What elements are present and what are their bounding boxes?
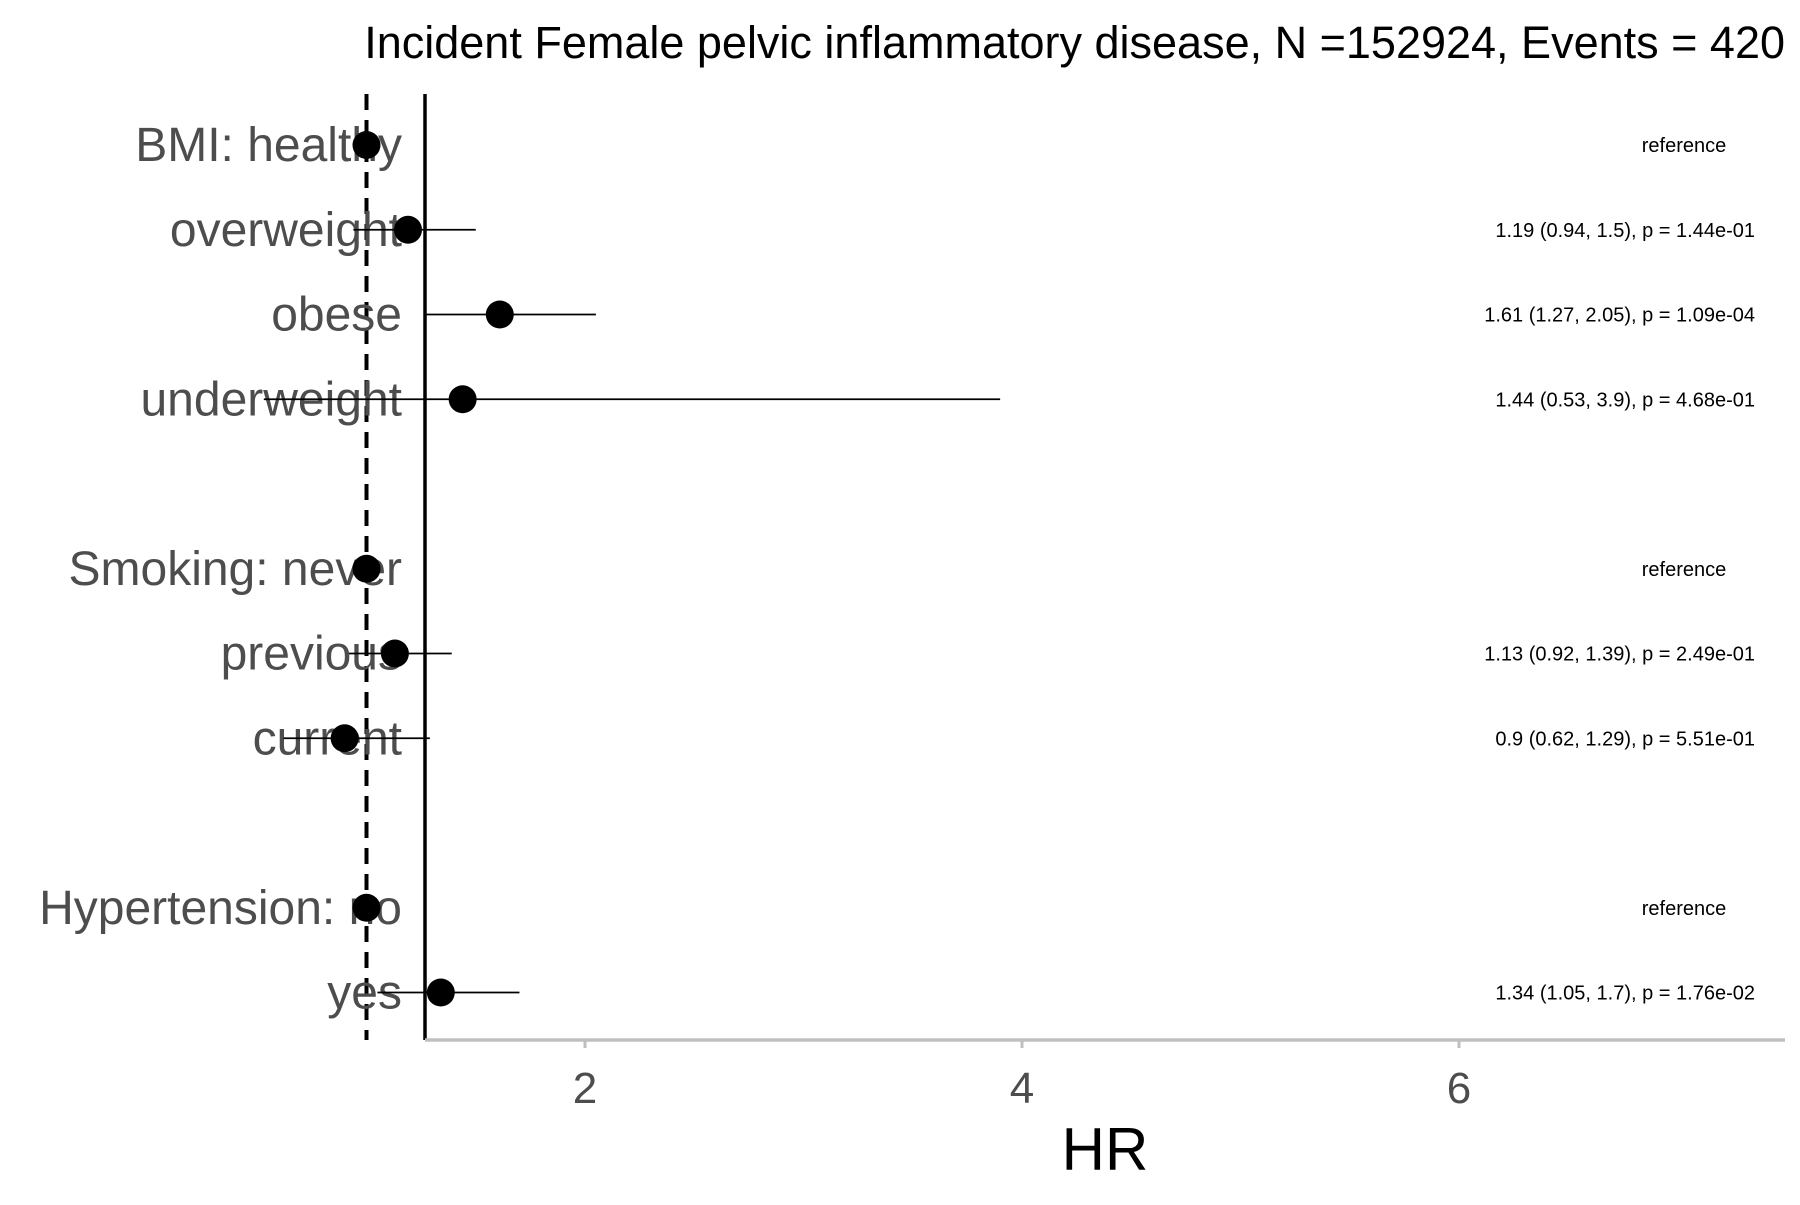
forest-row: Smoking: never reference <box>69 543 1727 596</box>
hr-point <box>352 554 381 583</box>
row-annotation: 1.13 (0.92, 1.39), p = 2.49e-01 <box>1484 644 1755 666</box>
forest-row: current 0.9 (0.62, 1.29), p = 5.51e-01 <box>253 712 1755 765</box>
x-tick-label: 6 <box>1447 1064 1471 1113</box>
chart-title: Incident Female pelvic inflammatory dise… <box>364 17 1785 68</box>
row-label: Hypertension: no <box>39 882 402 935</box>
forest-row: yes 1.34 (1.05, 1.7), p = 1.76e-02 <box>327 967 1755 1020</box>
forest-row: overweight 1.19 (0.94, 1.5), p = 1.44e-01 <box>170 204 1755 257</box>
hr-point <box>330 724 359 753</box>
axis-layer: 2 4 6 <box>423 94 1785 1113</box>
rows-layer: BMI: healthy reference overweight 1.19 (0.9… <box>39 119 1755 1020</box>
row-annotation: reference <box>1642 559 1727 581</box>
x-tick-label: 2 <box>573 1064 597 1113</box>
forest-row: previous 1.13 (0.92, 1.39), p = 2.49e-01 <box>221 628 1755 681</box>
hr-point <box>485 300 514 329</box>
forest-row: underweight 1.44 (0.53, 3.9), p = 4.68e-0… <box>140 373 1755 426</box>
hr-point <box>426 978 455 1007</box>
hr-point <box>380 639 409 668</box>
forest-row: Hypertension: no reference <box>39 882 1726 935</box>
row-annotation: 1.34 (1.05, 1.7), p = 1.76e-02 <box>1495 983 1755 1005</box>
row-annotation: 1.61 (1.27, 2.05), p = 1.09e-04 <box>1484 305 1755 327</box>
row-label: obese <box>271 289 402 342</box>
row-annotation: reference <box>1642 898 1727 920</box>
row-annotation: 1.19 (0.94, 1.5), p = 1.44e-01 <box>1495 220 1755 242</box>
x-axis-title: HR <box>1062 1116 1149 1183</box>
row-annotation: 1.44 (0.53, 3.9), p = 4.68e-01 <box>1495 389 1755 411</box>
hr-point <box>448 385 477 414</box>
x-tick-label: 4 <box>1010 1064 1034 1113</box>
hr-point <box>394 215 423 244</box>
hr-point <box>352 893 381 922</box>
row-annotation: 0.9 (0.62, 1.29), p = 5.51e-01 <box>1495 728 1755 750</box>
hr-point <box>352 131 381 159</box>
forest-row: obese 1.61 (1.27, 2.05), p = 1.09e-04 <box>271 289 1755 342</box>
forest-row: BMI: healthy reference <box>135 119 1726 172</box>
row-label: Smoking: never <box>69 543 403 596</box>
row-annotation: reference <box>1642 135 1727 157</box>
